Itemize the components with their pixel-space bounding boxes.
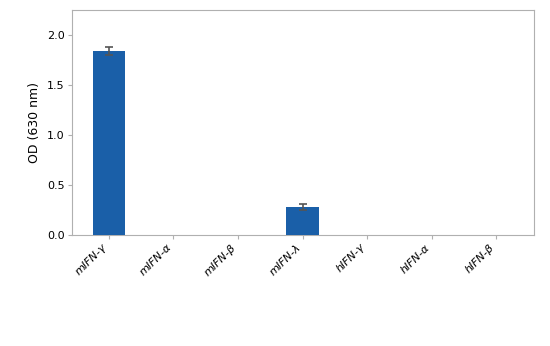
Y-axis label: OD (630 nm): OD (630 nm): [28, 82, 41, 163]
Bar: [287, 207, 318, 235]
Bar: [92, 51, 125, 235]
